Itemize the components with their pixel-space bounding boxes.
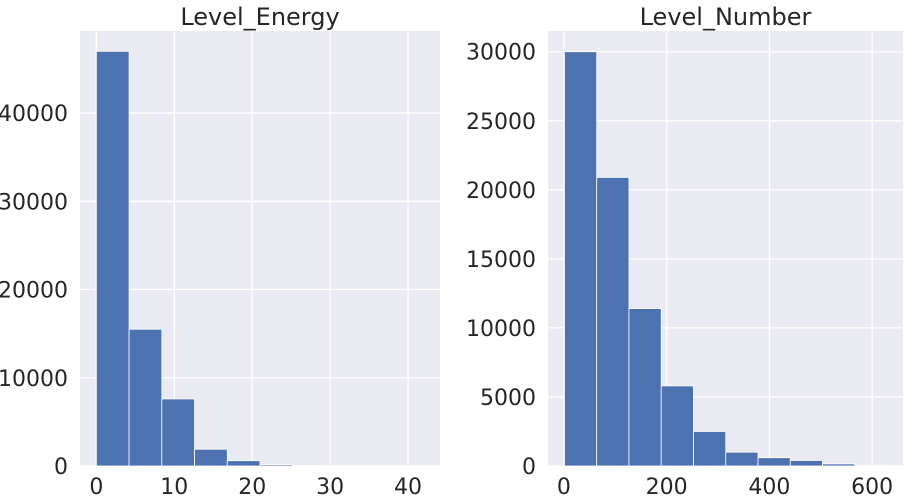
y-tick-label: 40000: [0, 102, 68, 127]
x-tick-label: 600: [851, 475, 893, 500]
histogram-bar: [822, 463, 856, 467]
histogram-bar: [259, 464, 294, 467]
histogram-bar: [161, 398, 195, 467]
histogram-level-energy: 0 10 20 30 40 0 10000 20000 30000 40000 Level_Ener…: [0, 3, 440, 500]
y-tick-label: 25000: [466, 110, 536, 135]
x-tick-label: 0: [557, 475, 571, 500]
chart-title: Level_Energy: [180, 3, 339, 31]
histogram-bar: [789, 460, 823, 467]
y-tick-label: 30000: [466, 41, 536, 66]
histogram-bar: [725, 451, 759, 467]
histogram-bar: [628, 308, 662, 467]
histogram-bar: [693, 431, 727, 467]
x-tick-label: 200: [646, 475, 688, 500]
histogram-level-number: 0 200 400 600 0 5000 10000 15000 20000 25000 30000…: [466, 3, 903, 500]
histogram-bar: [128, 328, 163, 467]
y-tick-label: 10000: [466, 317, 536, 342]
x-tick-label: 20: [238, 475, 266, 500]
y-tick-label: 0: [54, 455, 68, 480]
y-tick-label: 10000: [0, 367, 68, 392]
x-tick-label: 400: [748, 475, 790, 500]
histogram-bar: [564, 51, 598, 467]
x-tick-label: 10: [160, 475, 188, 500]
x-tick-label: 40: [394, 475, 422, 500]
histogram-bar: [226, 460, 261, 467]
x-tick-label: 0: [89, 475, 103, 500]
x-tick-label: 30: [316, 475, 344, 500]
histogram-bar: [194, 448, 228, 467]
chart-title: Level_Number: [640, 3, 812, 31]
y-tick-label: 5000: [480, 386, 536, 411]
y-tick-label: 15000: [466, 248, 536, 273]
y-tick-label: 20000: [0, 279, 68, 304]
histogram-bar: [660, 385, 694, 467]
y-tick-label: 30000: [0, 190, 68, 215]
histogram-bar: [95, 50, 130, 467]
y-tick-label: 20000: [466, 179, 536, 204]
histogram-bar: [757, 457, 791, 467]
y-tick-label: 0: [522, 455, 536, 480]
histogram-bar: [596, 176, 630, 467]
histogram-bar: [854, 464, 888, 467]
